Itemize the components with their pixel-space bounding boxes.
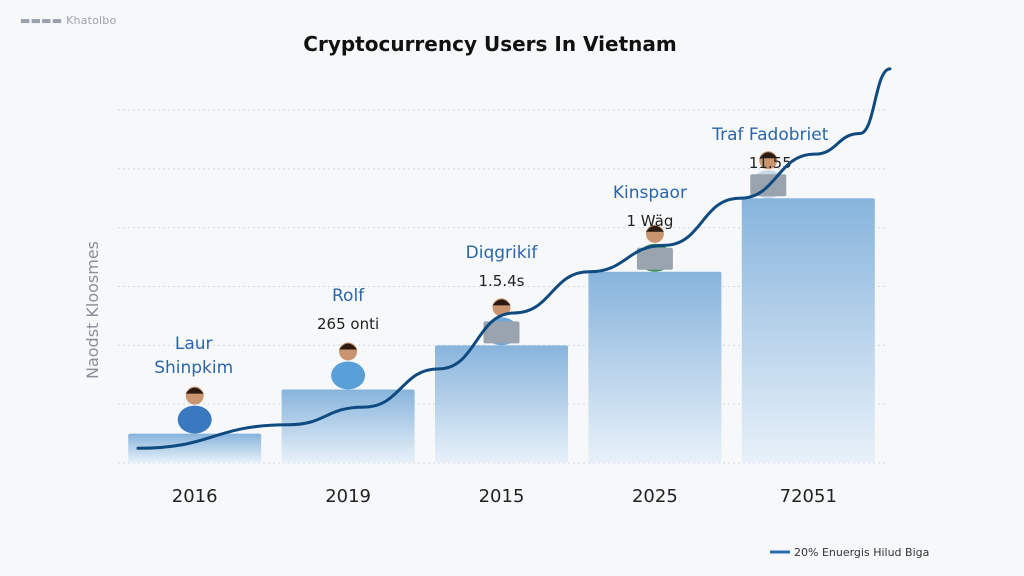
y-axis-label: Naodst Kloosmes — [83, 241, 102, 379]
person-3 — [483, 298, 520, 346]
person-hair — [185, 387, 204, 394]
bar-name-line2: Shinpkim — [154, 358, 233, 378]
x-tick-label: 72051 — [780, 486, 837, 507]
person-hair — [492, 299, 511, 306]
person-1 — [177, 386, 212, 434]
person-body — [331, 361, 366, 390]
person-hair — [339, 343, 358, 350]
bar-2019 — [281, 389, 415, 463]
bar-name-line1: Laur — [175, 334, 213, 354]
bar-value-label: 265 onti — [317, 315, 379, 333]
bars — [128, 198, 875, 463]
x-tick-label: 2025 — [632, 486, 678, 507]
trend-line — [136, 67, 892, 450]
person-hair — [645, 225, 664, 232]
bar-name: Rolf — [332, 286, 365, 306]
bar-value-label: 1 Wäg — [626, 212, 673, 230]
bar-name: Diqgrikif — [466, 243, 539, 263]
bar-value-label: 1.5.4s — [479, 272, 525, 290]
logo-text: ▬▬▬▬ Khatolbo — [20, 14, 117, 27]
bar-labels: Laur Shinpkim Rolf 265 onti Diqgrikif 1.5.4s K… — [154, 125, 828, 378]
person-4 — [636, 224, 673, 272]
person-body — [177, 405, 212, 434]
x-tick-label: 2016 — [172, 486, 218, 507]
bar-72051 — [741, 198, 875, 463]
x-ticks: 2016 2019 2015 2025 72051 — [172, 486, 837, 507]
bar-name: Traf Fadobriet — [711, 125, 828, 145]
bar-value-label: 11.55 — [749, 154, 792, 172]
chart-title: Cryptocurrency Users In Vietnam — [303, 32, 677, 56]
laptop — [483, 321, 520, 344]
person-hair — [759, 152, 778, 159]
laptop — [636, 247, 673, 270]
bar-2016 — [128, 433, 262, 463]
person-2 — [331, 342, 366, 390]
trend-line-path — [136, 67, 892, 450]
legend: 20% Enuergis Hilud Biga — [770, 546, 929, 559]
x-tick-label: 2015 — [479, 486, 525, 507]
x-tick-label: 2019 — [325, 486, 371, 507]
legend-entry: 20% Enuergis Hilud Biga — [794, 546, 929, 559]
people-illustrations — [177, 151, 787, 434]
bar-2015 — [435, 345, 568, 463]
bar-name: Kinspaor — [613, 183, 687, 203]
bar-2025 — [588, 271, 722, 463]
